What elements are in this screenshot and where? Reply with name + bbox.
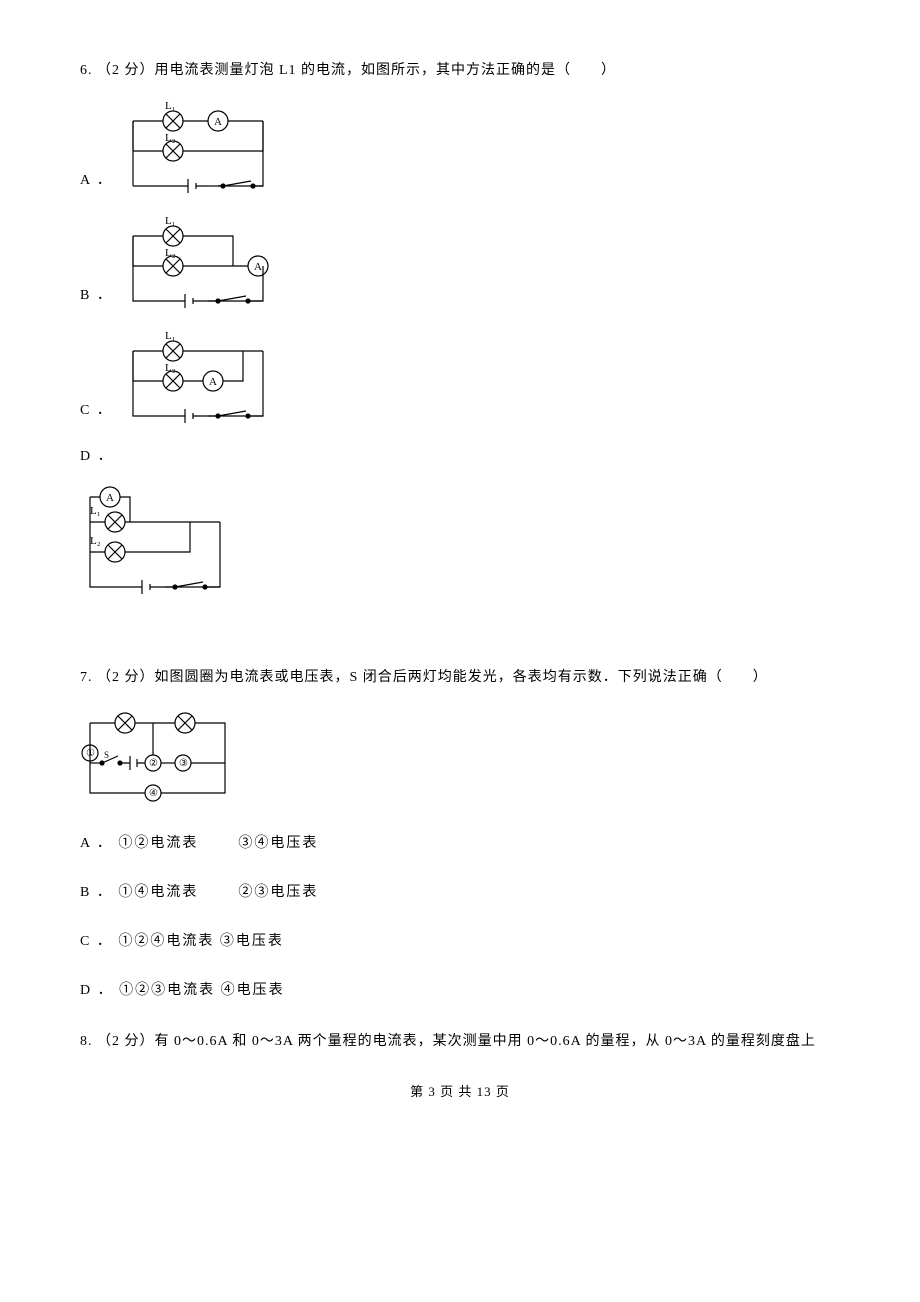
q7-number: 7.	[80, 670, 93, 685]
svg-text:④: ④	[149, 788, 158, 799]
q7-circuit: ① S ② ③ ④	[80, 708, 840, 808]
q6-opt-c-label: C ．	[80, 400, 113, 421]
q8-points: （2 分）	[97, 1034, 155, 1049]
q6-option-a: A ．	[80, 101, 840, 196]
q6-text: 用电流表测量灯泡 L1 的电流，如图所示，其中方法正确的是（ ）	[155, 63, 617, 78]
svg-text:A: A	[106, 492, 114, 504]
q7-d-label: D ．	[80, 983, 114, 998]
svg-text:A: A	[209, 376, 217, 388]
q7-text-line: 7. （2 分）如图圆圈为电流表或电压表，S 闭合后两灯均能发光，各表均有示数．…	[80, 667, 840, 688]
svg-text:②: ②	[149, 758, 158, 769]
circuit-diagram-c: L₁ L₂ A	[123, 331, 273, 426]
svg-text:L₁: L₁	[90, 505, 101, 517]
q7-b-p2: ②③电压表	[238, 885, 318, 900]
q6-number: 6.	[80, 63, 93, 78]
q6-option-d: A L₁ L₂	[80, 482, 840, 597]
question-8: 8. （2 分）有 0～0.6A 和 0～3A 两个量程的电流表，某次测量中用 …	[80, 1031, 840, 1052]
q7-points: （2 分）	[97, 670, 155, 685]
q6-opt-d-label: D ．	[80, 446, 840, 467]
svg-text:③: ③	[179, 758, 188, 769]
q7-a-p2: ③④电压表	[238, 836, 318, 851]
circuit-diagram-q7: ① S ② ③ ④	[80, 708, 235, 808]
page-footer: 第 3 页 共 13 页	[80, 1082, 840, 1102]
svg-text:L₁: L₁	[165, 216, 176, 227]
footer-text: 第 3 页 共 13 页	[410, 1084, 510, 1099]
svg-text:L₂: L₂	[90, 535, 101, 547]
question-7: 7. （2 分）如图圆圈为电流表或电压表，S 闭合后两灯均能发光，各表均有示数．…	[80, 667, 840, 1001]
q7-b-label: B ．	[80, 885, 113, 900]
q7-d-p1: ①②③电流表 ④电压表	[119, 983, 285, 998]
svg-text:L₂: L₂	[165, 132, 176, 144]
q7-text: 如图圆圈为电流表或电压表，S 闭合后两灯均能发光，各表均有示数．下列说法正确（ …	[155, 670, 768, 685]
q7-c-label: C ．	[80, 934, 113, 949]
q7-option-b: B ． ①④电流表 ②③电压表	[80, 882, 840, 903]
q8-text: 有 0～0.6A 和 0～3A 两个量程的电流表，某次测量中用 0～0.6A 的…	[155, 1034, 816, 1049]
q7-options: A ． ①②电流表 ③④电压表 B ． ①④电流表 ②③电压表 C ． ①②④电流表…	[80, 833, 840, 1001]
svg-text:A: A	[254, 261, 262, 273]
circuit-diagram-a: L₁ L₂ A	[123, 101, 273, 196]
svg-text:L₂: L₂	[165, 247, 176, 259]
q6-opt-a-label: A ．	[80, 170, 113, 191]
q7-option-d: D ． ①②③电流表 ④电压表	[80, 980, 840, 1001]
svg-text:L₁: L₁	[165, 331, 176, 342]
q7-b-p1: ①④电流表	[118, 885, 198, 900]
q6-text-line: 6. （2 分）用电流表测量灯泡 L1 的电流，如图所示，其中方法正确的是（ ）	[80, 60, 840, 81]
svg-text:S: S	[104, 750, 109, 760]
circuit-diagram-b: L₁ L₂ A	[123, 216, 273, 311]
q8-number: 8.	[80, 1034, 93, 1049]
svg-text:L₁: L₁	[165, 101, 176, 112]
q6-points: （2 分）	[97, 63, 155, 78]
q7-c-p1: ①②④电流表 ③电压表	[118, 934, 284, 949]
q7-option-c: C ． ①②④电流表 ③电压表	[80, 931, 840, 952]
svg-text:①: ①	[86, 748, 95, 759]
q6-option-c: C ． L₁ L₂	[80, 331, 840, 426]
q6-option-b: B ．	[80, 216, 840, 311]
q8-text-line: 8. （2 分）有 0～0.6A 和 0～3A 两个量程的电流表，某次测量中用 …	[80, 1031, 840, 1052]
svg-text:A: A	[214, 116, 222, 128]
q7-a-p1: ①②电流表	[118, 836, 198, 851]
question-6: 6. （2 分）用电流表测量灯泡 L1 的电流，如图所示，其中方法正确的是（ ）…	[80, 60, 840, 597]
q6-opt-b-label: B ．	[80, 285, 113, 306]
circuit-diagram-d: A L₁ L₂	[80, 482, 230, 597]
q7-a-label: A ．	[80, 836, 113, 851]
q7-option-a: A ． ①②电流表 ③④电压表	[80, 833, 840, 854]
svg-text:L₂: L₂	[165, 362, 176, 374]
